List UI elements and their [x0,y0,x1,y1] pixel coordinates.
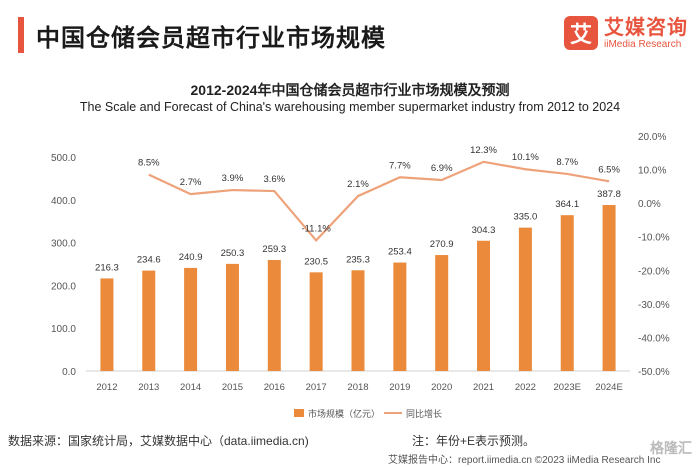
bar-value-label: 270.9 [430,239,454,250]
bar [142,270,156,371]
y2-tick-label: -50.0% [638,367,670,378]
growth-value-label: 2.7% [180,177,202,188]
watermark: 格隆汇 [650,440,692,456]
x-tick-label: 2013 [138,382,159,393]
bar-value-label: 235.3 [346,254,370,265]
bar-value-label: 216.3 [95,262,119,273]
growth-value-label: 3.6% [263,174,285,185]
y2-tick-label: 10.0% [638,166,666,177]
x-tick-label: 2021 [473,382,494,393]
y-tick-label: 100.0 [51,324,76,335]
growth-value-label: 2.1% [347,179,369,190]
y-tick-label: 300.0 [51,239,76,250]
bar [477,240,491,371]
x-tick-label: 2018 [347,382,368,393]
growth-value-label: 7.7% [389,160,411,171]
growth-value-label: 12.3% [470,145,497,156]
data-source: 数据来源：国家统计局，艾媒数据中心（data.iimedia.cn) [8,434,309,448]
growth-value-label: 6.9% [431,163,453,174]
bar-value-label: 364.1 [555,199,579,210]
chart-subtitle: The Scale and Forecast of China's wareho… [79,100,621,114]
x-tick-label: 2015 [222,382,243,393]
brand-name-en: iiMedia Research [604,38,682,50]
y2-tick-label: 0.0% [638,199,661,210]
brand-logo-icon: 艾 [564,16,598,50]
y2-tick-label: -40.0% [638,333,670,344]
x-tick-label: 2016 [264,382,285,393]
title-accent-bar [18,17,24,53]
growth-value-label: 3.9% [222,173,244,184]
x-tick-label: 2023E [553,382,580,393]
growth-value-label: 10.1% [512,152,539,163]
bar-value-label: 335.0 [513,212,537,223]
bar-value-label: 240.9 [179,252,203,263]
x-tick-label: 2024E [595,382,622,393]
bar [435,255,449,371]
brand-logo: 艾 艾媒咨询 iiMedia Research [564,16,688,50]
bar [184,267,198,371]
page-title: 中国仓储会员超市行业市场规模 [36,24,386,52]
chart-svg: 0.0 100.0 200.0 300.0 400.0 500.0 -50.0% -40.0%… [51,132,670,419]
bar [560,215,574,371]
legend-label-bar: 市场规模（亿元） [308,408,380,419]
growth-line [148,160,610,243]
bar [602,205,616,371]
y-tick-label: 400.0 [51,196,76,207]
legend-label-line: 同比增长 [406,408,442,419]
x-tick-label: 2022 [515,382,536,393]
bar-value-label: 250.3 [221,248,245,259]
bar-value-label: 230.5 [304,256,328,267]
x-tick-label: 2012 [96,382,117,393]
report-credit: 艾媒报告中心：report.iimedia.cn ©2023 iiMedia R… [388,455,661,466]
y2-tick-label: -30.0% [638,300,670,311]
brand-name-cn: 艾媒咨询 [604,16,688,39]
y2-tick-label: -10.0% [638,233,670,244]
y2-tick-label: -20.0% [638,266,670,277]
bar [351,270,365,371]
bar-value-label: 304.3 [472,225,496,236]
growth-value-label: 8.7% [556,157,578,168]
bar [518,227,532,371]
growth-value-label: 6.5% [598,164,620,175]
bar [309,272,323,371]
y-tick-label: 200.0 [51,281,76,292]
legend-swatch-bar [294,409,304,417]
footnote: 注：年份+E表示预测。 [412,434,536,448]
growth-value-label: -11.1% [301,223,331,234]
bar [100,278,114,371]
bar-value-label: 234.6 [137,255,161,266]
bar-value-label: 259.3 [262,244,286,255]
bar [225,263,239,371]
y2-tick-label: 20.0% [638,132,666,143]
bar [393,262,407,371]
bar-value-label: 387.8 [597,189,621,200]
bar [267,260,281,371]
bar-value-label: 253.4 [388,247,412,258]
page-header: 中国仓储会员超市行业市场规模 [18,14,386,56]
growth-value-label: 8.5% [138,158,160,169]
x-tick-label: 2019 [389,382,410,393]
y-tick-label: 500.0 [51,153,76,164]
chart-title: 2012-2024年中国仓储会员超市行业市场规模及预测 [190,82,510,98]
x-tick-label: 2017 [306,382,327,393]
y-tick-label: 0.0 [62,367,76,378]
x-tick-label: 2020 [431,382,452,393]
x-tick-label: 2014 [180,382,201,393]
